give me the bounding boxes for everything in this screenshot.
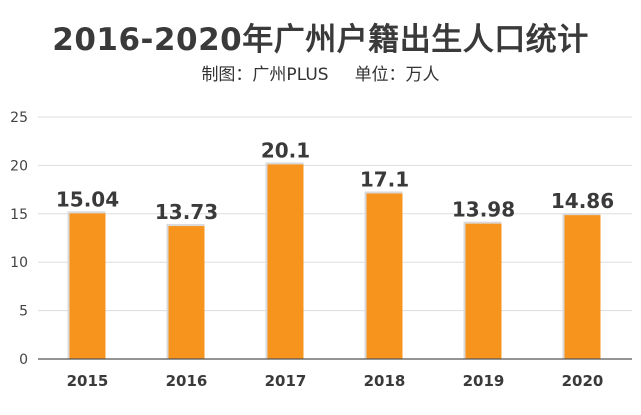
data-label-2020: 14.86: [551, 189, 614, 213]
axis-layer: 0 5 10 15 20 25: [10, 110, 632, 368]
x-tick-label-2018: 2018: [364, 372, 406, 390]
y-tick-label: 5: [19, 304, 28, 320]
bar-layer: [67, 162, 601, 359]
y-tick-label: 20: [10, 158, 28, 174]
bar-2016: [168, 226, 205, 359]
unit-text: 单位：万人: [354, 65, 440, 85]
x-tick-label-2016: 2016: [166, 372, 208, 390]
y-tick-label: 15: [10, 207, 28, 223]
chart-subtitle: 制图：广州PLUS 单位：万人: [0, 60, 641, 85]
label-layer: 15.04 2015 13.73 2016 20.1 2017 17.1 2018 13.98 2…: [56, 138, 614, 390]
y-tick-label: 25: [10, 110, 28, 126]
x-tick-label-2017: 2017: [265, 372, 307, 390]
data-label-2017: 20.1: [261, 138, 310, 162]
data-label-2018: 17.1: [360, 167, 409, 191]
credit-text: 制图：广州PLUS: [201, 65, 329, 85]
data-label-2019: 13.98: [452, 198, 515, 222]
x-tick-label-2019: 2019: [463, 372, 505, 390]
bar-2020: [564, 215, 601, 359]
bar-2019: [465, 223, 502, 359]
bar-2015: [69, 213, 106, 359]
chart-title: 2016-2020年广州户籍出生人口统计: [52, 22, 589, 58]
y-tick-label: 10: [10, 255, 28, 271]
bar-2018: [366, 193, 403, 359]
y-tick-label: 0: [19, 352, 28, 368]
data-label-2015: 15.04: [56, 187, 119, 211]
x-tick-label-2020: 2020: [562, 372, 604, 390]
data-label-2016: 13.73: [155, 200, 218, 224]
x-tick-label-2015: 2015: [67, 372, 109, 390]
grid-layer: [38, 116, 632, 312]
bar-2017: [267, 164, 304, 359]
